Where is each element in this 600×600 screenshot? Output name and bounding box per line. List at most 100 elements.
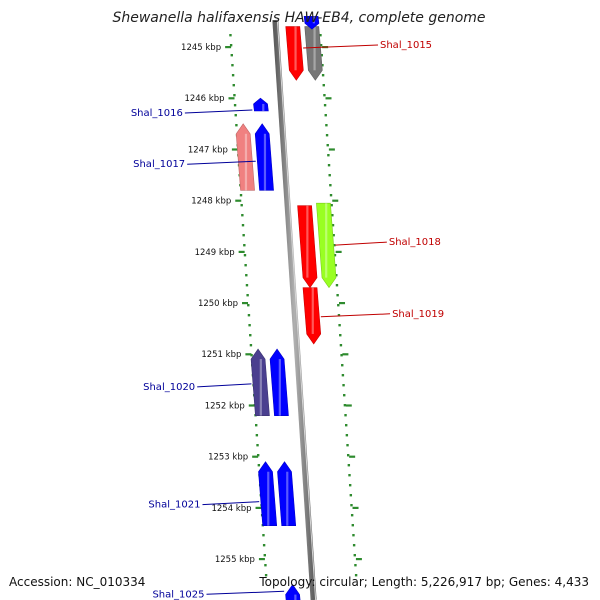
tick-mark-right <box>332 199 339 202</box>
ruler-dot-right <box>326 144 329 147</box>
gene-arrow-highlight <box>263 133 267 191</box>
gene-feature[interactable] <box>235 123 255 191</box>
ruler-dot-left <box>245 274 248 277</box>
ruler-dot-left <box>243 254 247 257</box>
ruler-dot-left <box>229 34 232 37</box>
genome-backbone-highlight <box>276 19 317 600</box>
gene-arrow[interactable] <box>254 123 274 191</box>
ruler-dot-right <box>339 344 343 347</box>
ruler-dot-right <box>335 284 339 287</box>
tick-mark-right <box>345 404 352 407</box>
ruler-dot-left <box>257 464 261 467</box>
tick-mark-right <box>328 148 335 151</box>
gene-label[interactable]: Shal_1016 <box>131 108 183 119</box>
gene-label-leader <box>184 109 253 114</box>
gene-label-leader <box>303 44 379 49</box>
tick-mark-left <box>238 250 245 253</box>
ruler-dot-right <box>325 134 329 137</box>
tick-label: 1248 kbp <box>191 197 231 207</box>
ruler-dot-left <box>244 264 247 267</box>
gene-arrow[interactable] <box>304 26 323 81</box>
gene-feature[interactable] <box>269 348 289 416</box>
ruler-dot-right <box>352 534 355 537</box>
ruler-dot-left <box>249 334 252 337</box>
ruler-dot-right <box>348 474 351 477</box>
gene-arrow[interactable] <box>277 461 297 527</box>
ruler-dot-right <box>336 294 339 297</box>
gene-arrow[interactable] <box>258 461 278 527</box>
tick-mark-right <box>335 250 342 253</box>
ruler-dot-right <box>325 124 328 127</box>
ruler-dot-left <box>249 344 253 347</box>
ruler-dot-left <box>231 74 235 77</box>
ruler-dot-left <box>245 284 249 287</box>
gene-feature[interactable] <box>253 97 269 112</box>
tick-mark-left <box>242 302 249 305</box>
ruler-dot-right <box>327 154 330 157</box>
accession-text: Accession: NC_010334 <box>9 575 145 589</box>
ruler-dot-left <box>233 104 237 107</box>
ruler-dot-left <box>233 94 236 97</box>
gene-feature[interactable] <box>258 461 278 527</box>
ruler-dot-right <box>347 464 351 467</box>
tick-label: 1246 kbp <box>184 94 224 104</box>
gene-label-leader <box>320 313 391 318</box>
gene-arrow[interactable] <box>316 202 337 289</box>
gene-label[interactable]: Shal_1019 <box>392 309 444 320</box>
ruler-dot-left <box>241 214 244 217</box>
gene-feature[interactable] <box>316 202 337 289</box>
gene-feature[interactable] <box>277 461 297 527</box>
tick-label: 1251 kbp <box>201 350 241 360</box>
gene-arrow-highlight <box>294 594 297 600</box>
tick-mark-left <box>255 506 262 509</box>
gene-label-leader <box>187 160 256 165</box>
gene-label[interactable]: Shal_1025 <box>152 589 204 600</box>
ruler-dot-left <box>232 84 235 87</box>
gene-feature[interactable] <box>254 123 274 191</box>
tick-mark-left <box>225 46 232 49</box>
gene-arrow[interactable] <box>285 26 304 81</box>
gene-arrow[interactable] <box>250 348 270 416</box>
gene-feature[interactable] <box>304 26 323 81</box>
gene-arrow[interactable] <box>235 123 255 191</box>
gene-label[interactable]: Shal_1015 <box>380 40 432 51</box>
ruler-dot-right <box>319 44 323 47</box>
gene-feature[interactable] <box>302 287 322 345</box>
tick-mark-left <box>245 353 252 356</box>
ruler-dot-right <box>350 514 354 517</box>
gene-arrow[interactable] <box>253 97 269 112</box>
ruler-dot-right <box>331 224 335 227</box>
gene-label[interactable]: Shal_1021 <box>148 500 200 511</box>
ruler-dot-right <box>338 324 341 327</box>
ruler-dot-left <box>246 294 249 297</box>
ruler-dot-left <box>263 554 266 557</box>
ruler-dot-right <box>321 64 324 67</box>
gene-label[interactable]: Shal_1017 <box>133 159 185 170</box>
gene-arrow[interactable] <box>297 205 318 289</box>
ruler-dot-right <box>337 314 341 317</box>
gene-arrow[interactable] <box>269 348 289 416</box>
gene-arrow-highlight <box>278 359 281 416</box>
gene-feature[interactable] <box>250 348 270 416</box>
ruler-dot-right <box>335 274 338 277</box>
gene-arrow-highlight <box>325 203 328 278</box>
gene-label[interactable]: Shal_1018 <box>389 237 441 248</box>
ruler-dot-left <box>243 244 246 247</box>
gene-arrow[interactable] <box>285 584 302 600</box>
gene-arrow[interactable] <box>303 15 320 30</box>
gene-arrow-highlight <box>294 26 297 71</box>
gene-label-leader <box>206 590 285 595</box>
gene-labels-layer: Shal_1015 Shal_1016 Shal_1017 Shal_1018 Shal… <box>131 40 444 600</box>
gene-feature[interactable] <box>303 15 320 30</box>
ruler-dot-left <box>230 54 233 57</box>
gene-label[interactable]: Shal_1020 <box>143 382 195 393</box>
gene-feature[interactable] <box>285 26 304 81</box>
ruler-dot-left <box>255 424 258 427</box>
gene-feature[interactable] <box>297 205 318 289</box>
gene-arrow[interactable] <box>302 287 322 345</box>
ruler-dot-right <box>344 414 347 417</box>
tick-label: 1249 kbp <box>195 248 235 258</box>
gene-feature[interactable] <box>285 584 302 600</box>
map-axes: 1245 kbp 1246 kbp 1247 kbp 1248 kbp 1249 kbp… <box>181 19 362 600</box>
